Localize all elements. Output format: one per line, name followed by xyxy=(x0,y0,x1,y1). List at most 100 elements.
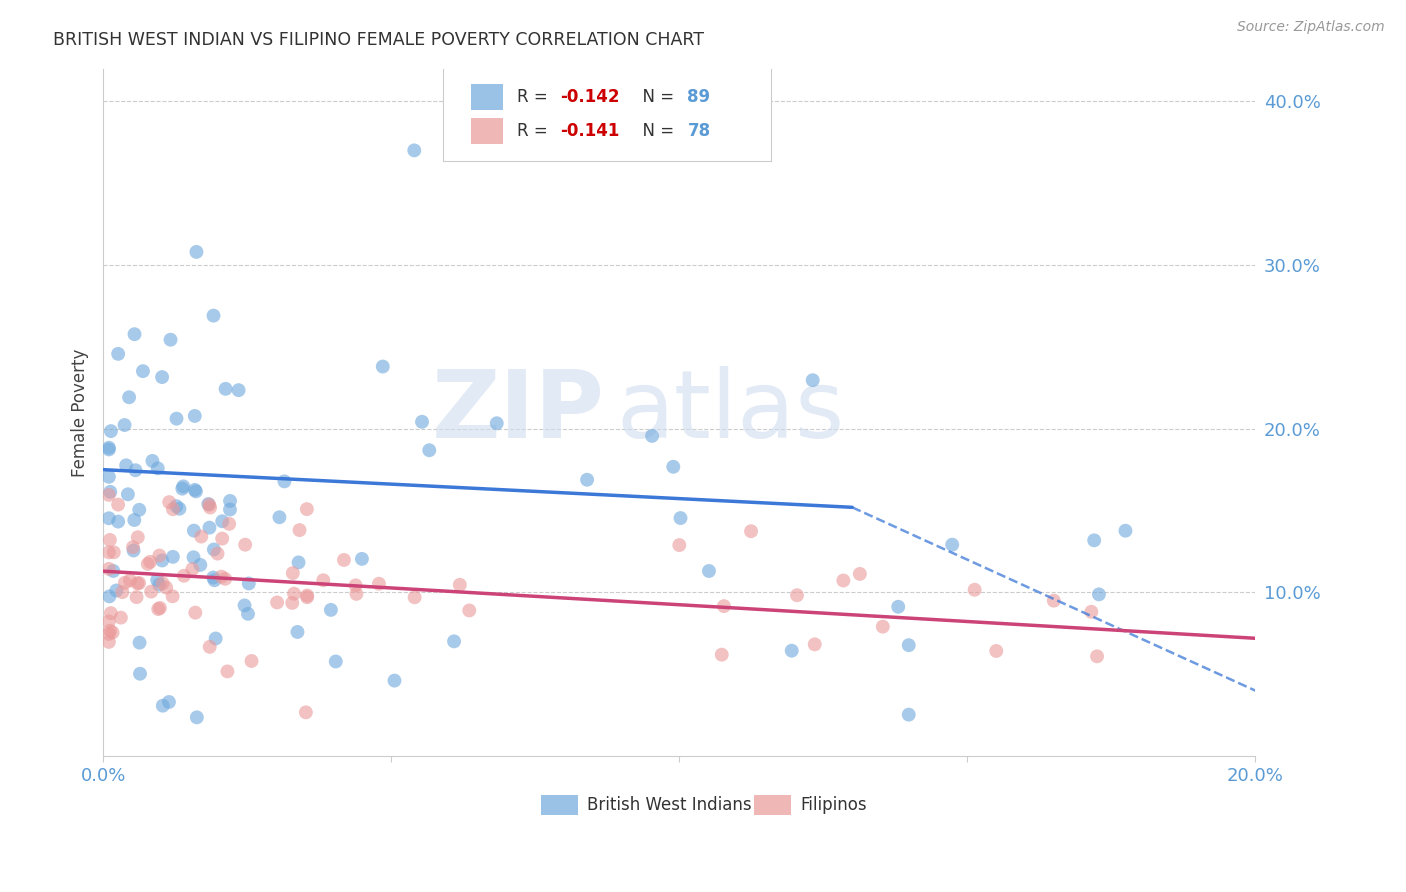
Text: 89: 89 xyxy=(688,87,710,106)
Point xyxy=(697,564,720,578)
Point xyxy=(118,390,141,404)
Point xyxy=(127,576,149,591)
Point xyxy=(184,484,207,499)
Point xyxy=(344,578,367,592)
Point xyxy=(186,710,208,724)
Point xyxy=(148,549,170,563)
Point xyxy=(97,615,120,629)
Point xyxy=(1114,524,1136,538)
Point xyxy=(204,573,226,587)
Point xyxy=(219,494,242,508)
Point xyxy=(162,502,184,516)
Point xyxy=(129,666,152,681)
Point xyxy=(197,497,219,511)
Point xyxy=(281,566,304,580)
Point xyxy=(202,542,225,557)
Point xyxy=(157,695,180,709)
Point xyxy=(97,635,120,649)
Point xyxy=(217,665,239,679)
Text: BRITISH WEST INDIAN VS FILIPINO FEMALE POVERTY CORRELATION CHART: BRITISH WEST INDIAN VS FILIPINO FEMALE P… xyxy=(53,31,704,49)
Text: R =: R = xyxy=(517,122,553,140)
Point xyxy=(152,698,174,713)
Point xyxy=(184,483,207,497)
Point xyxy=(114,417,136,432)
Point xyxy=(122,543,145,558)
Point xyxy=(159,333,181,347)
Point xyxy=(107,515,129,529)
Point xyxy=(287,624,309,639)
Text: atlas: atlas xyxy=(616,367,844,458)
Point xyxy=(124,513,146,527)
Point xyxy=(146,573,169,587)
Point xyxy=(166,411,188,425)
Point xyxy=(97,441,120,455)
Point xyxy=(1083,533,1105,548)
Point xyxy=(186,244,208,259)
Point xyxy=(117,487,139,501)
Point xyxy=(344,587,367,601)
Point xyxy=(233,538,256,552)
Text: British West Indians: British West Indians xyxy=(588,796,752,814)
Point xyxy=(963,582,986,597)
Point xyxy=(190,530,212,544)
Point xyxy=(127,530,149,544)
Point xyxy=(669,511,692,525)
Point xyxy=(319,603,342,617)
Point xyxy=(165,499,187,513)
Point xyxy=(1088,587,1111,601)
Point xyxy=(295,502,318,516)
Point xyxy=(97,442,120,457)
Point xyxy=(100,606,122,620)
Point xyxy=(897,638,920,652)
Point xyxy=(941,538,963,552)
Point xyxy=(404,144,426,158)
Point xyxy=(236,607,259,621)
Y-axis label: Female Poverty: Female Poverty xyxy=(72,348,89,476)
Point xyxy=(146,461,169,475)
Point xyxy=(240,654,263,668)
Point xyxy=(281,596,304,610)
Point xyxy=(162,549,184,564)
Point xyxy=(101,625,124,640)
Point xyxy=(832,574,855,588)
Point xyxy=(132,364,155,378)
Text: Filipinos: Filipinos xyxy=(800,796,868,814)
Point xyxy=(155,581,177,595)
Point xyxy=(202,570,225,584)
Point xyxy=(148,602,170,616)
Point xyxy=(238,576,260,591)
Point xyxy=(110,610,132,624)
Point xyxy=(449,578,471,592)
Point xyxy=(97,545,120,559)
Point xyxy=(713,599,735,614)
Point xyxy=(98,624,121,638)
Point xyxy=(148,577,170,591)
Point xyxy=(1043,593,1066,607)
Point xyxy=(162,590,184,604)
Point xyxy=(207,547,229,561)
Point xyxy=(1080,605,1102,619)
Point xyxy=(287,556,309,570)
Point xyxy=(288,523,311,537)
Point xyxy=(411,415,433,429)
Point xyxy=(780,643,803,657)
Point xyxy=(228,383,250,397)
Point xyxy=(136,557,159,571)
Point xyxy=(986,644,1008,658)
Point xyxy=(181,562,204,576)
Point xyxy=(312,574,335,588)
Point xyxy=(295,706,318,720)
Point xyxy=(97,470,120,484)
Point xyxy=(576,473,599,487)
Point xyxy=(710,648,733,662)
Point xyxy=(98,533,121,547)
Text: R =: R = xyxy=(517,87,553,106)
Point xyxy=(333,553,356,567)
Point xyxy=(641,429,664,443)
Text: -0.142: -0.142 xyxy=(561,87,620,106)
Point xyxy=(368,576,391,591)
Point xyxy=(97,562,120,576)
Point xyxy=(662,459,685,474)
Point xyxy=(211,514,233,528)
Point xyxy=(219,502,242,516)
